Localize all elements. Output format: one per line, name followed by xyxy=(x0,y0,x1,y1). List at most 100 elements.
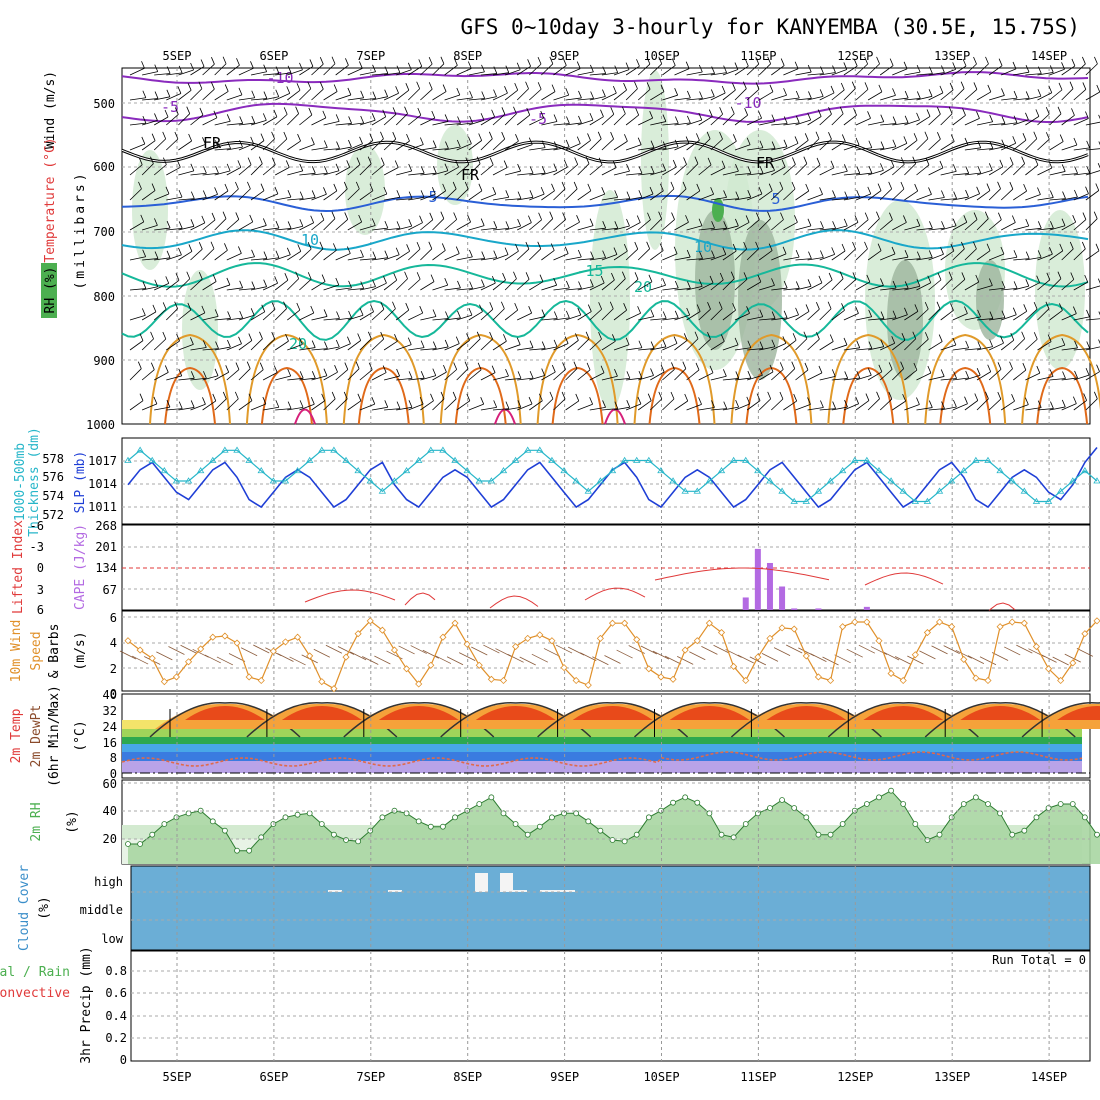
wind-barb-flag xyxy=(287,190,292,198)
wind-barb xyxy=(747,348,764,351)
wind-barb xyxy=(989,146,1005,151)
wind-barb-flag xyxy=(602,66,607,74)
wind-barb-flag xyxy=(467,214,471,223)
wind-barb-flag xyxy=(723,221,728,229)
wind-barb xyxy=(674,122,691,126)
wind-barb-flag xyxy=(602,221,607,229)
wind-barb xyxy=(892,97,909,101)
wind-barb-flag xyxy=(623,82,627,91)
wind-barb-flag xyxy=(647,212,651,220)
wind-barb xyxy=(686,311,701,321)
wind-barb-flag xyxy=(924,332,929,340)
wind-barb xyxy=(686,369,700,381)
wind-barb-flag xyxy=(856,166,861,174)
wind-barb-flag xyxy=(577,307,582,316)
wind-point xyxy=(911,651,919,659)
wind-barb xyxy=(807,407,824,411)
wind-barb-flag xyxy=(683,333,688,341)
wind-barb xyxy=(819,167,835,176)
wind-barb xyxy=(408,248,421,261)
wind-barb-flag xyxy=(174,107,179,115)
thickness-point xyxy=(814,487,823,494)
wind-barb-flag xyxy=(927,365,932,374)
wind-barb xyxy=(664,655,682,665)
wind-barb xyxy=(589,282,605,291)
wind-barb-flag xyxy=(621,106,626,114)
wind-barb xyxy=(940,344,957,351)
wind-barb-flag xyxy=(1082,56,1086,65)
wind-barb-flag xyxy=(538,393,543,401)
wind-barb-flag xyxy=(150,156,154,164)
wind-barb xyxy=(662,146,679,151)
wind-barb xyxy=(299,377,316,381)
wind-barb xyxy=(625,279,639,291)
wind-barb-flag xyxy=(892,310,897,318)
rh-point xyxy=(1069,801,1076,807)
wind-barb xyxy=(1013,369,1027,381)
wind-barb-flag xyxy=(843,337,848,346)
wind-barb-flag xyxy=(190,219,195,227)
wind-point xyxy=(487,675,495,683)
wind-barb-flag xyxy=(746,396,751,405)
wind-barb xyxy=(166,196,183,201)
wind-barb-flag xyxy=(275,400,280,408)
wind-barb-flag xyxy=(698,279,703,287)
wind-barb-flag xyxy=(735,191,740,199)
wind-barb-flag xyxy=(469,249,473,258)
wind-barb-flag xyxy=(660,84,665,92)
wind-barb xyxy=(190,172,207,176)
wind-barb xyxy=(178,170,194,176)
contour-line xyxy=(121,194,1089,213)
wind-barb xyxy=(313,648,330,658)
contour-line xyxy=(827,333,910,425)
wind-barb xyxy=(492,254,509,261)
wind-barb xyxy=(299,88,312,101)
li-segment xyxy=(584,587,646,601)
y-tick: 4 xyxy=(110,636,117,650)
rh-point xyxy=(1033,814,1040,821)
wind-point xyxy=(390,646,399,654)
wind-barb xyxy=(698,193,714,201)
wind-barb-flag xyxy=(597,131,602,139)
wind-barb-flag xyxy=(200,59,205,67)
wind-barb-flag xyxy=(455,246,460,254)
wind-barb-flag xyxy=(868,165,873,174)
wind-barb-flag xyxy=(841,303,845,311)
wind-barb xyxy=(746,117,762,126)
wind-barb xyxy=(1037,92,1052,101)
wind-barb-flag xyxy=(1094,56,1098,65)
wind-barb-flag xyxy=(735,164,739,172)
wind-barb-flag xyxy=(453,362,458,370)
y-tick: 600 xyxy=(93,160,115,174)
wind-barb xyxy=(625,65,640,76)
wind-barb xyxy=(1085,190,1100,201)
wind-barb xyxy=(1049,344,1065,351)
x-tick-label: 13SEP xyxy=(934,49,970,63)
wind-barb-flag xyxy=(419,215,423,223)
wind-point xyxy=(1008,618,1016,626)
wind-barb-flag xyxy=(224,183,229,192)
wind-barb-flag xyxy=(419,137,424,145)
wind-barb-flag xyxy=(562,58,567,66)
y-label-thickness: 1000-500mb xyxy=(13,443,28,521)
wind-barb xyxy=(1025,227,1042,231)
wind-barb xyxy=(287,225,303,231)
wind-barb-flag xyxy=(1083,393,1087,401)
wind-barb xyxy=(202,172,219,176)
wind-barb xyxy=(444,287,461,291)
wind-barb xyxy=(831,250,846,261)
wind-barb-flag xyxy=(480,218,485,226)
wind-barb-flag xyxy=(348,116,352,124)
wind-barb xyxy=(492,375,509,381)
temp-fill-hot xyxy=(669,706,750,720)
wind-barb-flag xyxy=(481,251,486,259)
wind-barb xyxy=(432,318,449,321)
wind-barb-flag xyxy=(578,281,582,289)
wind-barb-flag xyxy=(1021,156,1026,164)
wind-barb-flag xyxy=(1033,332,1038,340)
wind-barb-flag xyxy=(428,82,433,90)
wind-barb-flag xyxy=(464,181,469,190)
wind-barb xyxy=(1025,282,1040,291)
wind-barb xyxy=(601,167,617,176)
wind-barb-flag xyxy=(890,159,895,168)
